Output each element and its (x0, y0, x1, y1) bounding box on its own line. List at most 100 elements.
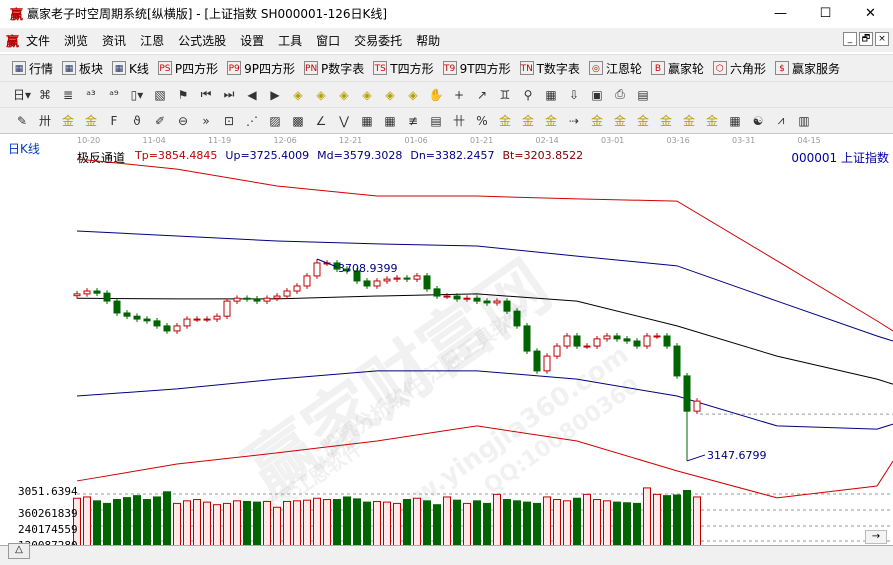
gold9-icon[interactable]: 金 (659, 114, 672, 128)
step3-icon[interactable]: ᵃ³ (86, 87, 96, 102)
pen-icon[interactable]: ✎ (16, 113, 28, 128)
volume-bar (483, 502, 491, 546)
first-icon[interactable]: ⏮ (200, 87, 212, 101)
layout-icon[interactable]: ▦ (729, 113, 741, 128)
dollar-icon: $ (774, 61, 789, 75)
gold11-icon[interactable]: 金 (705, 114, 718, 128)
expand-panel-button[interactable]: △ (8, 543, 30, 559)
fan-icon[interactable]: ⋰ (246, 113, 258, 128)
grid-lines-icon[interactable]: 卅 (38, 114, 51, 128)
mdi-restore-button[interactable]: 🗗 (859, 32, 873, 46)
gann-box-icon[interactable]: ▨ (269, 113, 281, 128)
more-icon[interactable]: » (202, 113, 210, 128)
percent-icon[interactable]: % (476, 113, 488, 128)
gold8-icon[interactable]: 金 (636, 114, 649, 128)
volume-bar (403, 499, 411, 546)
shrink-left-icon[interactable]: ◈ (293, 87, 303, 102)
box-icon[interactable]: ⊡ (223, 113, 235, 128)
toolbar-button[interactable]: ▦ 板块 (62, 60, 103, 77)
gold4-icon[interactable]: 金 (521, 114, 534, 128)
table-icon[interactable]: ▤ (430, 113, 442, 128)
chart-icon[interactable]: ⌘ (39, 87, 51, 102)
gold7-icon[interactable]: 金 (613, 114, 626, 128)
toolbar-button[interactable]: TS T四方形 (373, 60, 434, 77)
right-icon[interactable]: ▶ (270, 87, 280, 102)
maximize-button[interactable]: ☐ (819, 5, 832, 21)
toolbar-button[interactable]: B 赢家轮 (650, 60, 704, 77)
menu-item[interactable]: 公式选股 (178, 33, 227, 48)
matrix-icon[interactable]: ▦ (361, 113, 373, 128)
line-icon[interactable]: ↗ (476, 87, 488, 102)
expand-h-icon[interactable]: ◈ (339, 87, 349, 102)
mdi-close-button[interactable]: × (875, 32, 889, 46)
taiji-icon[interactable]: ☯ (752, 113, 764, 128)
left-icon[interactable]: ◀ (247, 87, 257, 102)
expand-all-icon[interactable]: ◈ (385, 87, 395, 102)
menu-item[interactable]: 帮助 (416, 33, 441, 48)
toolbar-button[interactable]: T9 9T四方形 (442, 60, 511, 77)
print-icon[interactable]: ⎙ (615, 87, 625, 101)
indicator-icon[interactable]: ▥ (798, 113, 810, 128)
angle-icon[interactable]: ∠ (315, 113, 327, 128)
toolbar-button[interactable]: TN T数字表 (519, 60, 580, 77)
day-period-icon[interactable]: 日▾ (12, 88, 32, 102)
menu-item[interactable]: 文件 (26, 33, 51, 48)
flag-icon[interactable]: ⚑ (177, 87, 189, 102)
compress-h-icon[interactable]: ◈ (362, 87, 372, 102)
ruler-icon[interactable]: 卄 (452, 114, 465, 128)
toolbar-button[interactable]: PS P四方形 (157, 60, 218, 77)
toolbar-button[interactable]: P9 9P四方形 (227, 60, 295, 77)
trend-icon[interactable]: ⩘ (777, 113, 785, 127)
zigzag-icon[interactable]: ⋁ (339, 113, 349, 128)
expand-v-icon[interactable]: ◈ (408, 87, 418, 102)
hand-icon[interactable]: ✋ (428, 87, 444, 102)
menu-item[interactable]: 浏览 (64, 33, 89, 48)
spiral-icon[interactable]: ϑ (133, 113, 141, 128)
toolbar-button[interactable]: ⬡ 六角形 (712, 60, 766, 77)
menu-item[interactable]: 窗口 (316, 33, 341, 48)
close-button[interactable]: ✕ (865, 5, 876, 21)
export-icon[interactable]: ⇩ (568, 87, 580, 102)
stamp-icon[interactable]: ♊ (499, 87, 511, 102)
calendar-icon[interactable]: ▦ (545, 87, 557, 102)
toolbar-button[interactable]: $ 赢家服务 (774, 60, 840, 77)
screen-icon[interactable]: ▤ (637, 87, 649, 102)
shrink-right-icon[interactable]: ◈ (316, 87, 326, 102)
kline-chart[interactable]: 10-20 11-04 11-19 12-06 12-21 01-06 01-21 02-14… (0, 133, 893, 552)
pin-icon[interactable]: ⚲ (523, 87, 533, 102)
gold-icon[interactable]: 金 (61, 114, 74, 128)
parallel-icon[interactable]: ≢ (407, 113, 419, 128)
last-icon[interactable]: ⏭ (223, 87, 235, 101)
gann-square-icon[interactable]: ▩ (292, 113, 304, 128)
toolbar-button[interactable]: ◎ 江恩轮 (588, 60, 642, 77)
brush-icon[interactable]: ✐ (154, 113, 166, 128)
circle-icon[interactable]: ⊖ (177, 113, 189, 128)
note-icon[interactable]: ≣ (62, 87, 74, 102)
minimize-button[interactable]: — (774, 5, 787, 21)
scroll-right-button[interactable]: → (865, 530, 887, 544)
gold3-icon[interactable]: 金 (498, 114, 511, 128)
menu-item[interactable]: 设置 (240, 33, 265, 48)
gold10-icon[interactable]: 金 (682, 114, 695, 128)
save-icon[interactable]: ▣ (591, 87, 603, 102)
crosshair-icon[interactable]: + (453, 87, 465, 102)
candle-type-icon[interactable]: ▯▾ (130, 87, 144, 102)
step9-icon[interactable]: ᵃ⁹ (109, 87, 119, 102)
gold2-icon[interactable]: 金 (84, 114, 97, 128)
toolbar-button[interactable]: PN P数字表 (304, 60, 364, 77)
mdi-minimize-button[interactable]: _ (843, 32, 857, 46)
matrix2-icon[interactable]: ▦ (384, 113, 396, 128)
menu-item[interactable]: 资讯 (102, 33, 127, 48)
candle (683, 373, 691, 461)
gold5-icon[interactable]: 金 (544, 114, 557, 128)
toolbar-button[interactable]: ▦ 行情 (12, 60, 53, 77)
menu-item[interactable]: 交易委托 (354, 33, 403, 48)
menu-item[interactable]: 工具 (278, 33, 303, 48)
fib-icon[interactable]: F (110, 113, 118, 128)
doc-logo-icon[interactable]: 赢 (6, 34, 20, 50)
map-icon[interactable]: ▧ (154, 87, 166, 102)
arrow-icon[interactable]: ⇢ (568, 113, 580, 128)
toolbar-button[interactable]: ▦ K线 (112, 60, 149, 77)
gold6-icon[interactable]: 金 (590, 114, 603, 128)
menu-item[interactable]: 江恩 (140, 33, 165, 48)
